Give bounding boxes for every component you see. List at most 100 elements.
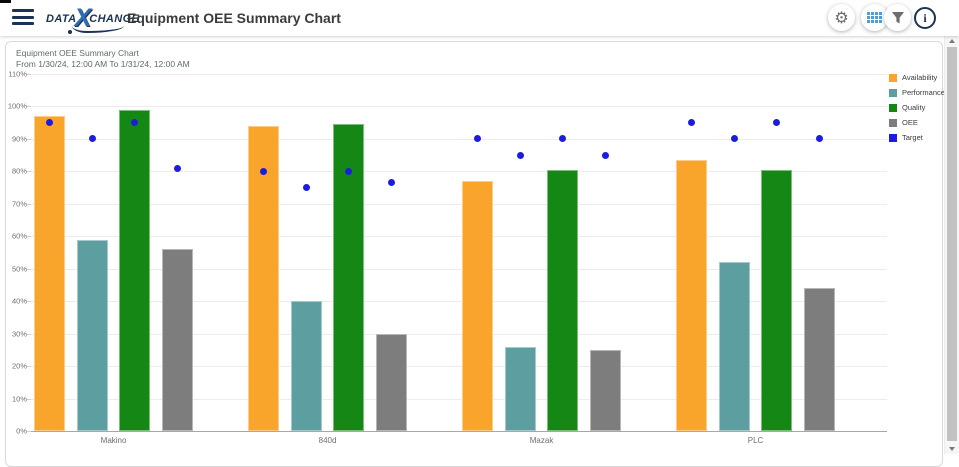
y-axis-label: 20% [11, 361, 27, 371]
hamburger-menu-icon[interactable] [12, 9, 34, 25]
plot-area: 0% 10% 20% 30% 40% 50% 60% 70% 80% 90% 100% 110% Mak… [8, 70, 887, 445]
gridline [27, 431, 887, 432]
y-axis-label: 60% [11, 231, 27, 241]
y-axis-label: 80% [11, 166, 27, 176]
legend-label: OEE [902, 118, 918, 127]
dataxchange-logo: DATA X CHANGE [46, 4, 140, 34]
target-dot-availability-840d [260, 167, 267, 175]
bar-availability-makino [34, 116, 65, 431]
bar-quality-840d [333, 124, 365, 431]
bar-availability-840d [248, 125, 279, 431]
target-dot-performance-840d [302, 184, 310, 192]
y-axis-label: 40% [11, 296, 27, 306]
y-axis-label: 100% [7, 101, 27, 111]
info-icon: i [923, 10, 927, 25]
logo-text-data: DATA [46, 13, 77, 25]
gear-icon: ⚙ [834, 7, 849, 27]
legend-swatch-icon [889, 133, 897, 142]
logo-x-mark: X [74, 4, 92, 32]
x-axis-label: 840d [318, 436, 337, 445]
legend-swatch-icon [889, 118, 897, 127]
target-dot-availability-plc [688, 119, 695, 127]
scroll-up-arrow-icon[interactable] [949, 39, 955, 43]
gridline [27, 74, 887, 75]
y-axis-label: 0% [16, 426, 27, 436]
gridline [27, 268, 887, 270]
bar-availability-plc [676, 160, 707, 431]
bar-oee-plc [804, 288, 836, 431]
legend-swatch-icon [889, 88, 897, 97]
chart-legend: Availability Performance Quality OEE Target [889, 73, 945, 148]
y-axis-label: 30% [11, 329, 27, 339]
gridline [27, 106, 887, 108]
target-dot-performance-mazak [516, 151, 524, 159]
x-axis-label: Mazak [529, 436, 554, 445]
legend-item-quality[interactable]: Quality [889, 103, 945, 112]
gridline [27, 236, 887, 238]
target-dot-oee-mazak [602, 151, 610, 159]
legend-item-performance[interactable]: Performance [889, 88, 945, 97]
bar-performance-mazak [504, 346, 536, 431]
app-header: DATA X CHANGE Equipment OEE Summary Char… [0, 0, 959, 36]
gridline [27, 138, 887, 140]
target-dot-performance-plc [730, 135, 738, 143]
bar-availability-mazak [462, 181, 493, 431]
target-dot-oee-plc [816, 135, 824, 143]
legend-label: Quality [902, 103, 926, 112]
bar-performance-plc [718, 262, 750, 431]
legend-item-target[interactable]: Target [889, 133, 945, 142]
target-dot-availability-makino [46, 119, 53, 127]
gridline [27, 203, 887, 205]
legend-item-oee[interactable]: OEE [889, 118, 945, 127]
settings-button[interactable]: ⚙ [828, 4, 855, 31]
legend-label: Target [902, 133, 923, 142]
target-dot-quality-makino [131, 119, 139, 127]
target-dot-performance-makino [88, 135, 96, 143]
bar-quality-mazak [547, 169, 579, 431]
target-dot-oee-840d [388, 179, 396, 187]
bar-performance-makino [76, 239, 108, 431]
gridline [27, 171, 887, 173]
bar-performance-840d [290, 301, 322, 431]
grid-view-button[interactable] [861, 4, 888, 31]
y-axis-label: 70% [11, 199, 27, 209]
legend-swatch-icon [889, 103, 897, 112]
y-axis-label: 110% [8, 69, 27, 79]
grid-icon [867, 12, 882, 23]
y-axis-label: 10% [11, 394, 27, 404]
bar-oee-840d [376, 333, 408, 431]
chart-title: Equipment OEE Summary Chart [16, 48, 139, 58]
info-button[interactable]: i [914, 7, 936, 29]
gridline [27, 333, 887, 335]
bar-oee-makino [162, 249, 194, 431]
target-dot-oee-makino [174, 164, 182, 172]
legend-swatch-icon [889, 73, 897, 82]
y-axis-label: 90% [11, 134, 27, 144]
bar-oee-mazak [590, 349, 622, 431]
gridline [27, 398, 887, 400]
legend-item-availability[interactable]: Availability [889, 73, 945, 82]
target-dot-availability-mazak [474, 135, 481, 143]
scroll-down-arrow-icon[interactable] [949, 447, 955, 451]
filter-button[interactable] [884, 4, 911, 31]
x-axis-label: Makino [100, 436, 127, 445]
legend-label: Performance [902, 88, 945, 97]
logo-text-change: CHANGE [89, 13, 140, 25]
funnel-icon [891, 11, 904, 23]
target-dot-quality-mazak [559, 135, 567, 143]
bar-quality-plc [761, 169, 793, 431]
logo-swoosh [68, 23, 124, 34]
chart-card: Equipment OEE Summary Chart From 1/30/24… [5, 41, 945, 467]
page-title: Equipment OEE Summary Chart [127, 10, 341, 26]
gridline [27, 366, 887, 368]
scrollbar-thumb[interactable] [947, 47, 957, 441]
legend-label: Availability [902, 73, 938, 82]
target-dot-quality-840d [345, 167, 353, 175]
target-dot-quality-plc [773, 119, 781, 127]
window-corner-mark [0, 0, 11, 3]
bar-quality-makino [119, 109, 151, 431]
y-axis-label: 50% [11, 264, 27, 274]
x-axis-label: PLC [747, 436, 764, 445]
gridline [27, 301, 887, 303]
vertical-scrollbar[interactable] [944, 36, 959, 454]
